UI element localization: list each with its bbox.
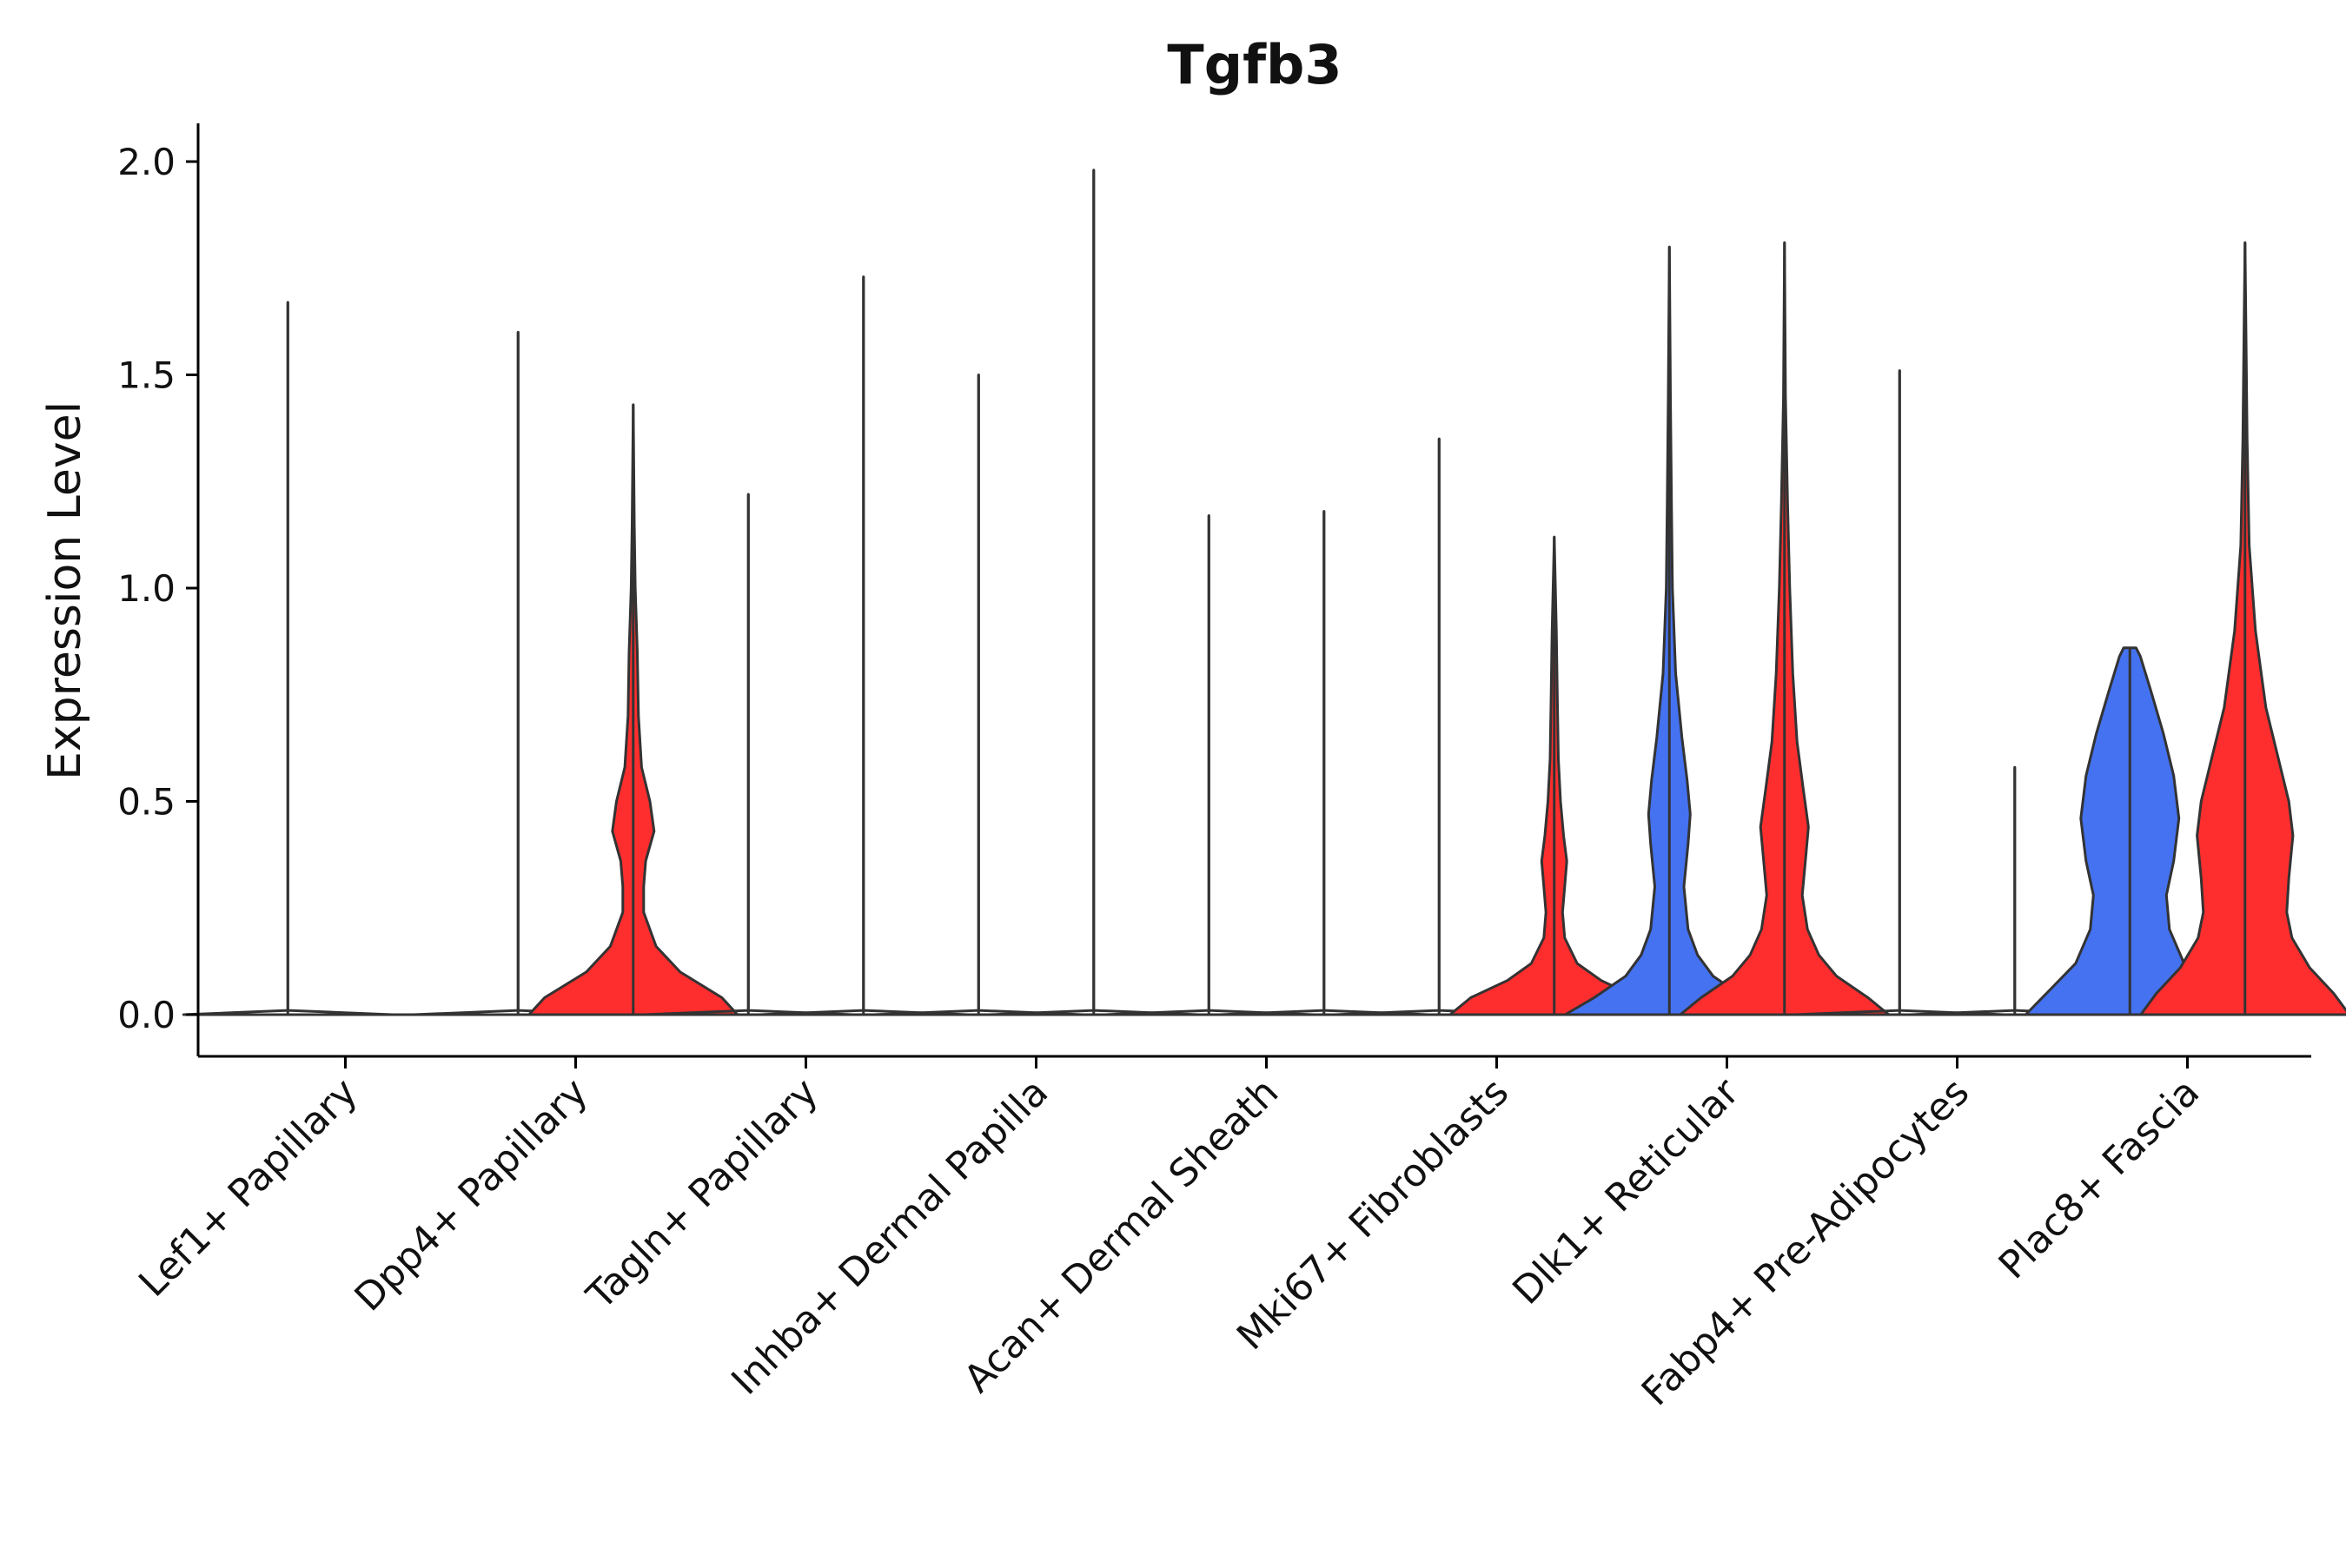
chart-title: Tgfb3 <box>1167 33 1342 96</box>
y-tick-label: 0.5 <box>117 781 176 824</box>
x-tick-label: Dpp4+ Papillary <box>347 1070 597 1320</box>
y-tick-label: 0.0 <box>117 994 176 1036</box>
x-tick-label: Dlk1+ Reticular <box>1504 1069 1748 1313</box>
y-tick-label: 1.5 <box>117 354 176 397</box>
violin-8-1 <box>2139 241 2346 1016</box>
x-tick-label: Tagln+ Papillary <box>578 1070 826 1319</box>
y-tick-label: 1.0 <box>117 567 176 610</box>
x-tick-label: Lef1+ Papillary <box>130 1070 366 1306</box>
y-axis-label: Expression Level <box>39 401 91 780</box>
violins-layer <box>182 169 2346 1016</box>
y-tick-label: 2.0 <box>117 141 176 183</box>
x-tick-label: Plac8+ Fascia <box>1991 1070 2209 1288</box>
